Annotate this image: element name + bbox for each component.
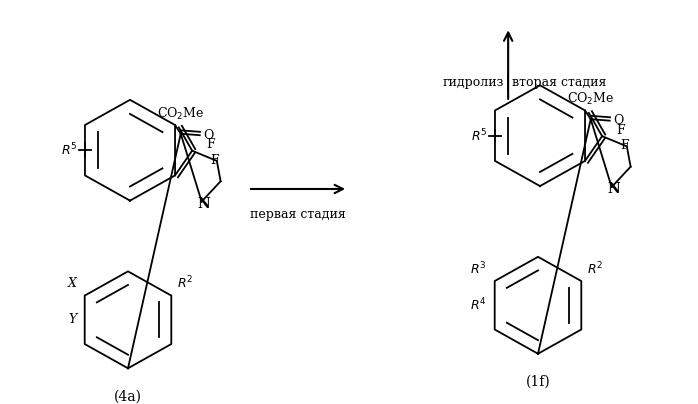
Text: Y: Y: [68, 314, 77, 326]
Text: X: X: [68, 277, 77, 290]
Text: $R^3$: $R^3$: [470, 261, 487, 277]
Text: CO$_2$Me: CO$_2$Me: [567, 91, 614, 107]
Text: F: F: [620, 139, 629, 152]
Text: F: F: [206, 139, 215, 152]
Text: (4a): (4a): [114, 389, 142, 404]
Text: $R^2$: $R^2$: [177, 275, 193, 292]
Text: O: O: [614, 114, 624, 127]
Text: $R^2$: $R^2$: [587, 261, 604, 277]
Text: N: N: [607, 182, 620, 196]
Text: первая стадия: первая стадия: [250, 208, 346, 221]
Text: F: F: [616, 124, 625, 137]
Text: CO$_2$Me: CO$_2$Me: [157, 105, 205, 122]
Text: гидролиз: гидролиз: [443, 76, 504, 89]
Text: $R^5$: $R^5$: [470, 127, 487, 144]
Text: O: O: [204, 129, 214, 142]
Text: $R^5$: $R^5$: [61, 142, 77, 158]
Text: F: F: [210, 154, 218, 167]
Text: $R^4$: $R^4$: [470, 297, 487, 314]
Text: N: N: [198, 196, 210, 210]
Text: (1f): (1f): [526, 375, 551, 389]
Text: вторая стадия: вторая стадия: [512, 76, 607, 89]
